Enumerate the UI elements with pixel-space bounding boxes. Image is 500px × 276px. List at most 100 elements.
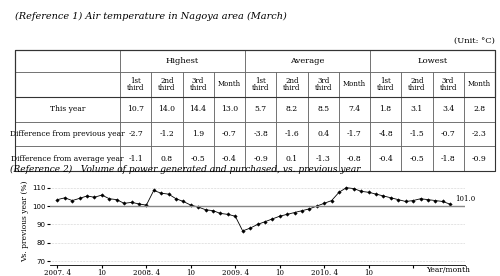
Text: -1.3: -1.3	[316, 155, 330, 163]
Bar	[15, 97, 120, 121]
Bar	[308, 121, 339, 146]
Text: 0.1: 0.1	[286, 155, 298, 163]
Text: 2nd: 2nd	[410, 77, 424, 85]
Text: -1.8: -1.8	[441, 155, 456, 163]
Text: -0.9: -0.9	[254, 155, 268, 163]
Text: 8.2: 8.2	[286, 105, 298, 113]
Bar	[15, 72, 120, 97]
Bar	[339, 146, 370, 171]
Text: -0.9: -0.9	[472, 155, 487, 163]
Bar	[370, 121, 401, 146]
Text: Month: Month	[218, 80, 241, 88]
Bar	[151, 121, 182, 146]
Text: -0.5: -0.5	[410, 155, 424, 163]
Bar	[464, 72, 495, 97]
Text: 14.4: 14.4	[190, 105, 206, 113]
Bar	[370, 97, 401, 121]
Bar	[339, 97, 370, 121]
Text: 1st: 1st	[380, 77, 391, 85]
Text: (Reference 2)   Volume of power generated and purchased, vs. previous year: (Reference 2) Volume of power generated …	[10, 165, 360, 174]
Text: 13.0: 13.0	[221, 105, 238, 113]
Text: 1.8: 1.8	[380, 105, 392, 113]
Text: -4.8: -4.8	[378, 130, 393, 138]
Bar	[120, 146, 151, 171]
Text: 2.8: 2.8	[474, 105, 486, 113]
Bar	[276, 97, 308, 121]
Bar	[182, 97, 214, 121]
Text: third: third	[158, 84, 176, 92]
Bar	[308, 72, 339, 97]
Text: 3.1: 3.1	[411, 105, 423, 113]
Text: 5.7: 5.7	[254, 105, 266, 113]
Bar	[370, 72, 401, 97]
Text: 3rd: 3rd	[442, 77, 454, 85]
Bar	[15, 146, 120, 171]
Text: Month: Month	[343, 80, 366, 88]
Bar	[151, 72, 182, 97]
Bar	[370, 50, 495, 72]
Text: 3.4: 3.4	[442, 105, 454, 113]
Text: -0.7: -0.7	[441, 130, 456, 138]
Bar	[120, 121, 151, 146]
Text: third: third	[440, 84, 457, 92]
Bar	[182, 146, 214, 171]
Text: -1.7: -1.7	[347, 130, 362, 138]
Bar	[15, 121, 120, 146]
Text: Month: Month	[468, 80, 491, 88]
Bar	[464, 121, 495, 146]
Text: -0.5: -0.5	[191, 155, 206, 163]
Bar	[245, 146, 276, 171]
Bar	[370, 146, 401, 171]
Bar	[432, 121, 464, 146]
Text: -0.7: -0.7	[222, 130, 237, 138]
Text: 2nd: 2nd	[160, 77, 173, 85]
Text: This year: This year	[50, 105, 85, 113]
Text: 3rd: 3rd	[317, 77, 329, 85]
Bar	[339, 72, 370, 97]
Text: 0.8: 0.8	[161, 155, 173, 163]
Bar	[432, 72, 464, 97]
Text: third: third	[127, 84, 144, 92]
Bar	[214, 121, 245, 146]
Bar	[245, 121, 276, 146]
Bar	[276, 72, 308, 97]
Text: 7.4: 7.4	[348, 105, 360, 113]
Text: 0.4: 0.4	[317, 130, 329, 138]
Bar	[120, 97, 151, 121]
Text: third: third	[283, 84, 300, 92]
Text: Highest: Highest	[166, 57, 199, 65]
Bar	[401, 146, 432, 171]
Bar	[15, 50, 120, 72]
Text: 2nd: 2nd	[285, 77, 298, 85]
Bar	[15, 50, 495, 171]
Bar	[339, 121, 370, 146]
Text: -0.4: -0.4	[222, 155, 237, 163]
Text: 1.9: 1.9	[192, 130, 204, 138]
Text: -2.3: -2.3	[472, 130, 487, 138]
Bar	[182, 72, 214, 97]
Text: -2.7: -2.7	[128, 130, 143, 138]
Bar	[182, 121, 214, 146]
Bar	[214, 72, 245, 97]
Bar	[245, 97, 276, 121]
Bar	[214, 97, 245, 121]
Bar	[15, 50, 495, 97]
Text: 10.7: 10.7	[127, 105, 144, 113]
Text: 14.0: 14.0	[158, 105, 176, 113]
Text: -1.6: -1.6	[284, 130, 299, 138]
Bar	[245, 50, 370, 72]
Text: (Unit: °C): (Unit: °C)	[454, 37, 495, 45]
Text: -0.4: -0.4	[378, 155, 393, 163]
Text: -1.2: -1.2	[160, 130, 174, 138]
Bar	[432, 97, 464, 121]
Text: -3.8: -3.8	[253, 130, 268, 138]
Bar	[308, 146, 339, 171]
Text: third: third	[314, 84, 332, 92]
Bar	[245, 72, 276, 97]
Text: Difference from average year: Difference from average year	[11, 155, 124, 163]
Text: third: third	[408, 84, 426, 92]
Text: (Reference 1) Air temperature in Nagoya area (March): (Reference 1) Air temperature in Nagoya …	[15, 12, 287, 21]
Text: -1.5: -1.5	[410, 130, 424, 138]
Text: 1st: 1st	[256, 77, 266, 85]
Bar	[432, 146, 464, 171]
